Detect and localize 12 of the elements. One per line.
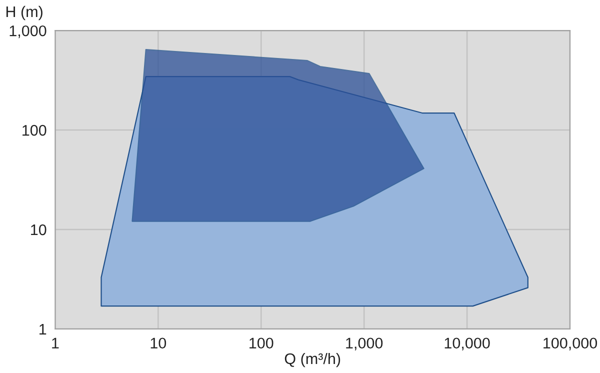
y-tick-label: 1 xyxy=(40,324,46,335)
x-axis-title: Q (m³/h) xyxy=(284,352,340,368)
y-tick-label: 100 xyxy=(22,124,46,136)
y-axis-title: H (m) xyxy=(6,6,42,20)
x-tick-label: 1,000 xyxy=(346,338,383,350)
x-tick-label: 100,000 xyxy=(544,338,598,350)
x-tick-label: 100 xyxy=(250,338,274,349)
y-tick-label: 10 xyxy=(31,224,46,236)
x-tick-label: 10 xyxy=(150,338,166,349)
y-tick-label: 1,000 xyxy=(10,25,46,38)
x-tick-label: 10,000 xyxy=(444,338,490,350)
x-tick-label: 1 xyxy=(52,338,59,348)
